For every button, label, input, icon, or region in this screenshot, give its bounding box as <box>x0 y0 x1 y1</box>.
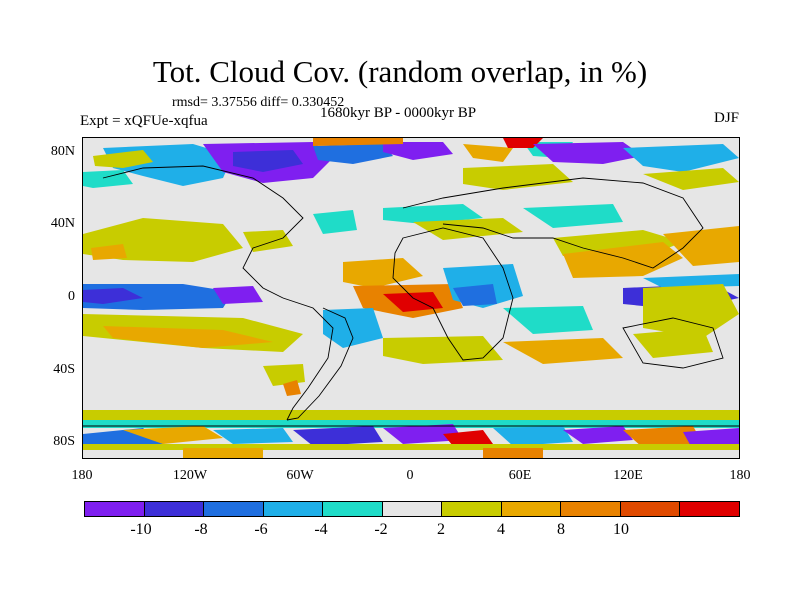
colorbar-segment <box>204 502 264 516</box>
lat-tick-eq: 0 <box>68 289 75 304</box>
midlat-field <box>313 210 357 234</box>
tropical-field <box>453 284 497 306</box>
lat-tick-40n: 40N <box>50 216 75 231</box>
period-label: 1680kyr BP - 0000kyr BP <box>320 105 477 121</box>
experiment-label: Expt = xQFUe-xqfua <box>80 113 208 129</box>
southern-field <box>83 444 739 450</box>
arctic-field <box>93 150 153 168</box>
southern-field <box>493 426 573 446</box>
tropical-field <box>263 364 305 386</box>
coastlines <box>83 165 739 427</box>
tropical-field <box>343 258 423 288</box>
arctic-field <box>463 144 513 162</box>
tropical-field <box>103 326 273 348</box>
lat-tick-40s: 40S <box>53 362 75 377</box>
southern-field <box>483 448 543 458</box>
colorbar-label: 2 <box>437 521 445 538</box>
arctic-field <box>313 138 403 146</box>
coastline-australia <box>622 317 724 369</box>
colorbar-label: -6 <box>254 521 268 538</box>
colorbar-label: 10 <box>613 521 629 538</box>
colorbar-label: -2 <box>374 521 388 538</box>
midlat-field <box>663 226 739 266</box>
tropical-field <box>643 284 739 338</box>
arctic-field <box>503 138 543 148</box>
midlat-field <box>563 242 683 278</box>
southern-field <box>213 428 293 444</box>
arctic-field <box>623 144 739 172</box>
colorbar-segment <box>501 502 562 516</box>
coastline-north-america <box>102 165 304 299</box>
lon-tick-60w: 60W <box>286 468 314 483</box>
tropical-anomalies <box>83 258 739 396</box>
midlat-field <box>91 244 127 260</box>
colorbar-segment <box>620 502 681 516</box>
colorbar-label: 8 <box>557 521 565 538</box>
colorbar-label: 4 <box>497 521 505 538</box>
colorbar-label: -8 <box>194 521 208 538</box>
midlat-field <box>383 204 483 224</box>
southern-field <box>563 426 633 444</box>
colorbar-segment <box>561 502 621 516</box>
season-label: DJF <box>713 110 739 126</box>
lon-tick-0: 0 <box>406 468 414 483</box>
southern-field <box>443 430 493 446</box>
arctic-field <box>463 164 573 190</box>
colorbar-segment <box>144 502 205 516</box>
coastline-eurasia <box>402 177 704 269</box>
coastline-south-america <box>286 307 354 421</box>
tropical-field <box>383 292 443 312</box>
tropical-field <box>383 336 503 364</box>
coastline-south-america <box>282 297 334 421</box>
lon-tick-120e: 120E <box>613 468 643 483</box>
arctic-field <box>83 170 133 188</box>
colorbar-segment <box>263 502 324 516</box>
coastline-africa <box>392 227 514 361</box>
lon-tick-180e: 180 <box>729 468 751 483</box>
colorbar-segment <box>382 502 443 516</box>
lon-tick-180w: 180 <box>71 468 93 483</box>
lat-tick-80s: 80S <box>53 434 75 449</box>
southern-anomalies <box>83 410 739 458</box>
colorbar <box>84 501 740 517</box>
lat-tick-80n: 80N <box>50 144 75 159</box>
midlat-field <box>523 204 623 228</box>
stats-label: rmsd= 3.37556 diff= 0.330452 <box>172 95 345 110</box>
tropical-field <box>503 338 623 364</box>
tropical-field <box>323 308 383 348</box>
tropical-field <box>633 328 713 358</box>
figure-title: Tot. Cloud Cov. (random overlap, in %) <box>152 54 648 89</box>
midlat-field <box>243 230 293 252</box>
lon-tick-60e: 60E <box>508 468 532 483</box>
colorbar-segment <box>323 502 383 516</box>
tropical-field <box>213 286 263 304</box>
southern-field <box>183 448 263 458</box>
colorbar-segment <box>85 502 145 516</box>
arctic-field <box>313 144 393 164</box>
colorbar-label: -10 <box>130 521 152 538</box>
tropical-field <box>283 380 301 396</box>
tropical-field <box>83 288 143 304</box>
colorbar-segment <box>680 502 740 516</box>
map-canvas <box>83 138 739 458</box>
southern-field <box>83 410 739 420</box>
southern-field <box>623 426 703 448</box>
colorbar-label: -4 <box>314 521 328 538</box>
southern-field <box>123 426 223 444</box>
midlat-field <box>413 218 523 240</box>
lon-tick-120w: 120W <box>172 468 208 483</box>
southern-field <box>293 426 383 446</box>
southern-field <box>383 424 463 444</box>
tropical-field <box>503 306 593 334</box>
arctic-field <box>233 150 303 172</box>
colorbar-segment <box>442 502 502 516</box>
cloud-cover-difference-map <box>82 137 740 459</box>
arctic-field <box>533 142 643 164</box>
arctic-anomalies <box>83 138 739 190</box>
arctic-field <box>383 142 453 160</box>
arctic-field <box>643 168 739 190</box>
